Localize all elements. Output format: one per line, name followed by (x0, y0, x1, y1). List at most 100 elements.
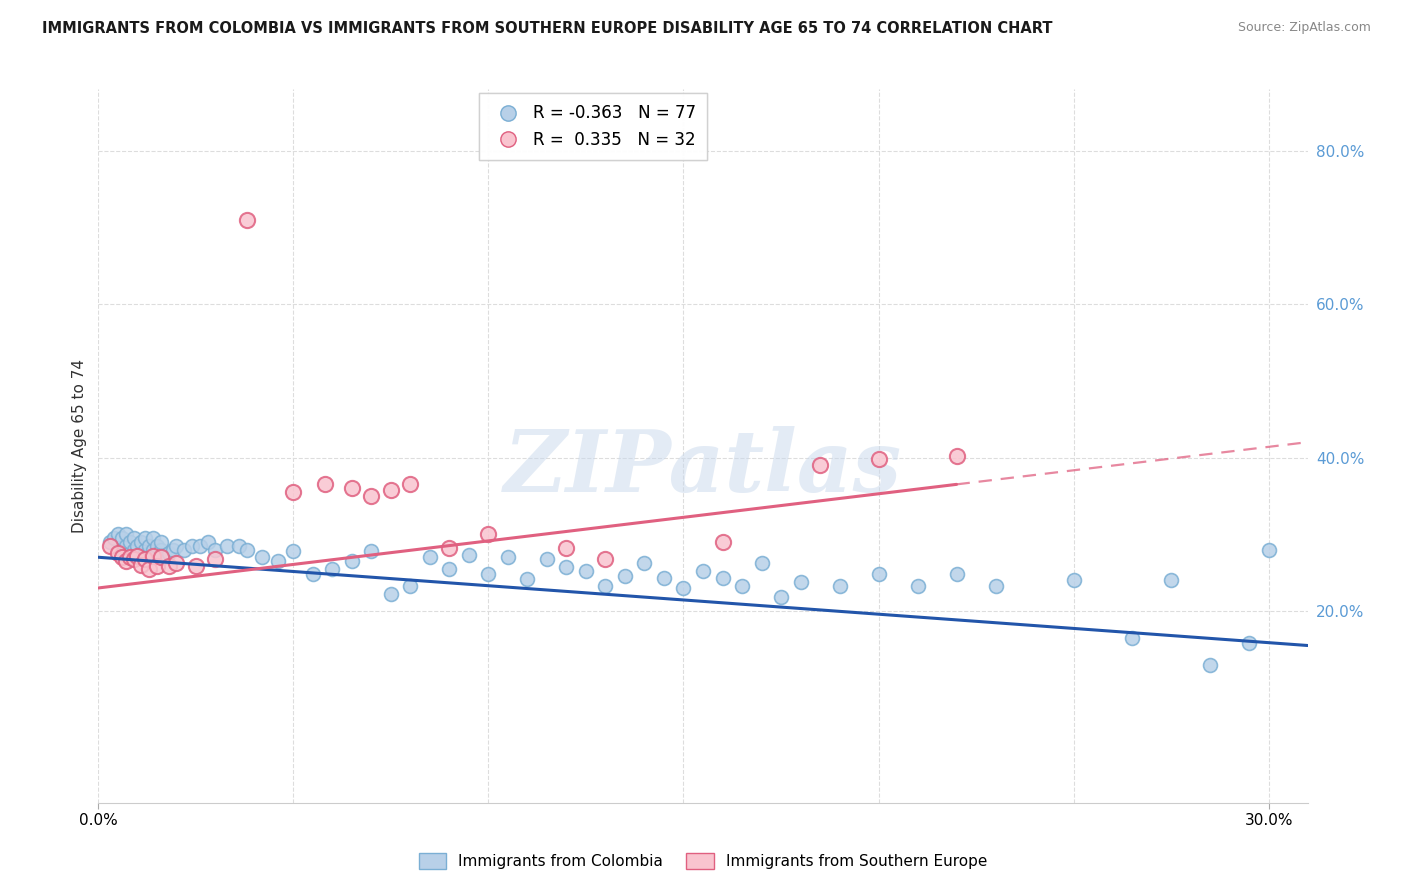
Point (149, 542, 172, 557)
Point (711, 535, 734, 549)
Point (184, 559, 207, 574)
Legend: R = -0.363   N = 77, R =  0.335   N = 32: R = -0.363 N = 77, R = 0.335 N = 32 (479, 93, 707, 161)
Point (153, 550, 176, 565)
Point (477, 527, 499, 541)
Point (672, 581, 695, 595)
Point (380, 587, 402, 601)
Point (118, 535, 141, 549)
Point (711, 571, 734, 585)
Point (399, 477, 422, 491)
Y-axis label: Disability Age 65 to 74: Disability Age 65 to 74 (72, 359, 87, 533)
Point (595, 551, 617, 566)
Point (360, 544, 382, 558)
Point (360, 489, 382, 503)
Point (516, 572, 538, 586)
Point (1160, 574, 1182, 588)
Point (114, 527, 136, 541)
Point (204, 542, 226, 557)
Point (1121, 631, 1143, 645)
Point (162, 542, 184, 557)
Point (188, 539, 211, 553)
Point (204, 551, 226, 566)
Text: IMMIGRANTS FROM COLOMBIA VS IMMIGRANTS FROM SOUTHERN EUROPE DISABILITY AGE 65 TO: IMMIGRANTS FROM COLOMBIA VS IMMIGRANTS F… (42, 21, 1053, 36)
Point (399, 579, 422, 593)
Point (165, 557, 187, 571)
Point (122, 551, 145, 566)
Point (555, 560, 578, 574)
Point (283, 485, 305, 500)
Point (1237, 636, 1260, 650)
Point (751, 556, 773, 570)
Point (118, 550, 141, 565)
Point (111, 550, 134, 565)
Point (134, 542, 156, 557)
Point (98, 535, 121, 549)
Point (692, 564, 714, 578)
Point (146, 546, 169, 560)
Point (235, 542, 257, 557)
Point (984, 579, 1007, 593)
Point (945, 449, 967, 463)
Point (769, 590, 792, 604)
Point (107, 527, 129, 541)
Point (267, 554, 290, 568)
Point (419, 550, 441, 565)
Point (146, 539, 169, 553)
Point (217, 539, 239, 553)
Point (111, 531, 134, 545)
Point (142, 542, 165, 557)
Point (131, 535, 153, 549)
Point (828, 579, 851, 593)
Point (496, 550, 519, 565)
Point (131, 546, 153, 560)
Point (321, 562, 343, 576)
Point (127, 550, 149, 565)
Point (439, 541, 461, 555)
Point (157, 546, 180, 560)
Point (302, 567, 325, 582)
Point (1257, 542, 1279, 557)
Point (633, 557, 655, 571)
Point (614, 569, 637, 583)
Point (731, 579, 754, 593)
Point (595, 579, 617, 593)
Point (1063, 574, 1085, 588)
Text: ZIPatlas: ZIPatlas (503, 425, 903, 509)
Point (134, 531, 156, 545)
Point (907, 579, 929, 593)
Point (477, 567, 499, 582)
Legend: Immigrants from Colombia, Immigrants from Southern Europe: Immigrants from Colombia, Immigrants fro… (412, 847, 994, 875)
Point (157, 559, 180, 574)
Point (1199, 657, 1222, 672)
Point (138, 546, 160, 560)
Point (340, 554, 363, 568)
Point (439, 562, 461, 576)
Point (340, 481, 363, 495)
Point (114, 539, 136, 553)
Point (146, 559, 169, 574)
Text: Source: ZipAtlas.com: Source: ZipAtlas.com (1237, 21, 1371, 34)
Point (134, 551, 156, 566)
Point (789, 574, 811, 589)
Point (165, 539, 187, 553)
Point (122, 531, 145, 545)
Point (252, 550, 274, 565)
Point (122, 542, 145, 557)
Point (575, 564, 598, 578)
Point (107, 546, 129, 560)
Point (118, 546, 141, 560)
Point (138, 562, 160, 576)
Point (868, 567, 890, 582)
Point (652, 571, 675, 585)
Point (111, 542, 134, 557)
Point (808, 458, 831, 473)
Point (149, 550, 172, 565)
Point (181, 539, 204, 553)
Point (555, 541, 578, 555)
Point (138, 539, 160, 553)
Point (536, 551, 558, 566)
Point (197, 535, 219, 549)
Point (458, 548, 481, 562)
Point (103, 531, 125, 545)
Point (235, 212, 257, 227)
